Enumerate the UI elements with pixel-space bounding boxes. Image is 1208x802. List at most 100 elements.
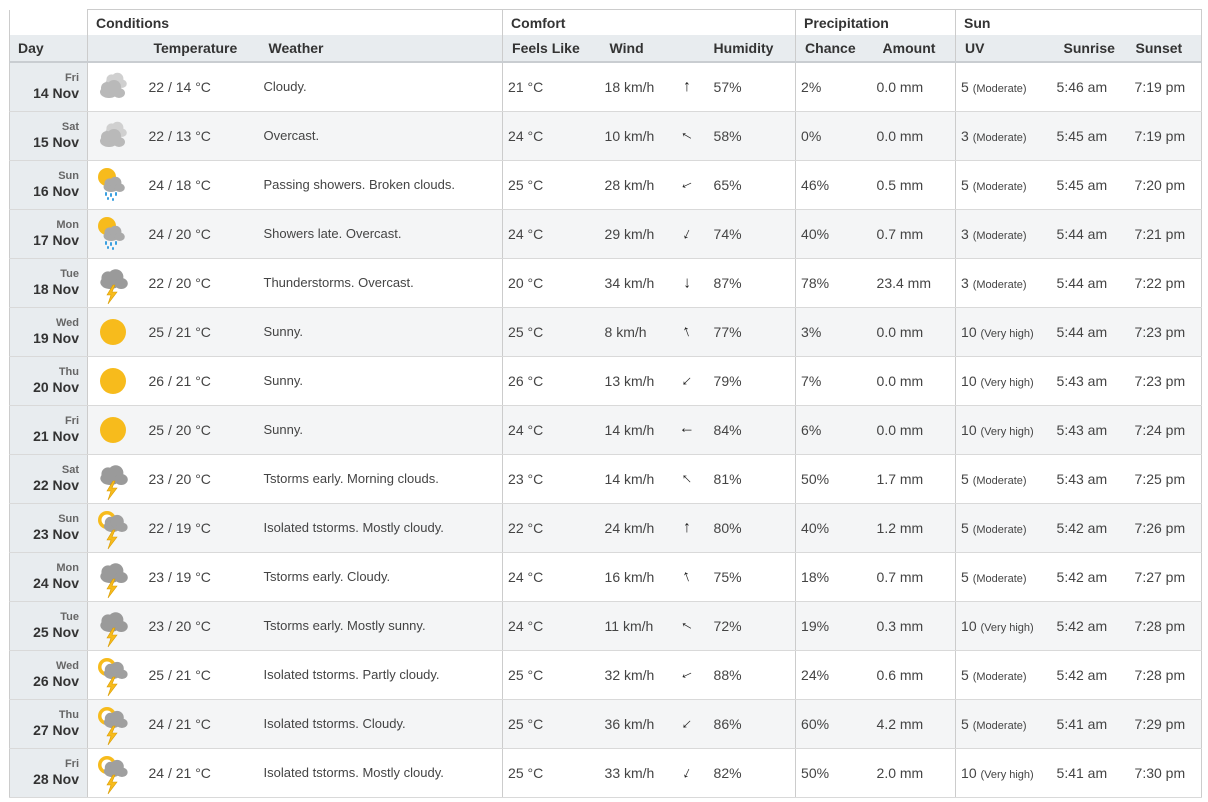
forecast-row[interactable]: Wed 26 Nov 25 / 21 °C Isolated tstorms. … [9, 650, 1203, 700]
sunset-cell: 7:27 pm [1128, 552, 1203, 602]
weather-icon-cell [87, 209, 143, 259]
sunrise-cell: 5:44 am [1049, 209, 1129, 259]
column-header-chance[interactable]: Chance [795, 35, 875, 63]
feels-like-cell: 20 °C [502, 258, 601, 308]
humidity-cell: 86% [701, 699, 796, 749]
wind-speed-cell: 33 km/h [600, 748, 673, 798]
humidity-cell: 88% [701, 650, 796, 700]
column-header-amount[interactable]: Amount [874, 35, 956, 63]
column-header-sunset[interactable]: Sunset [1128, 35, 1203, 63]
column-header-uv[interactable]: UV [955, 35, 1050, 63]
uv-index: 5 [961, 715, 969, 732]
uv-index: 10 [961, 421, 977, 438]
wind-direction-arrow-icon: ↑ [677, 127, 696, 143]
temperature-cell: 24 / 20 °C [142, 209, 258, 259]
forecast-row[interactable]: Thu 20 Nov 26 / 21 °C Sunny. 26 °C 13 km… [9, 356, 1203, 406]
uv-cell: 5 (Moderate) [955, 552, 1050, 602]
column-header-sunrise[interactable]: Sunrise [1049, 35, 1129, 63]
temperature-cell: 23 / 20 °C [142, 454, 258, 504]
feels-like-cell: 25 °C [502, 307, 601, 357]
wind-direction-arrow-icon: ↑ [683, 274, 692, 292]
forecast-row[interactable]: Sun 23 Nov 22 / 19 °C Isolated tstorms. … [9, 503, 1203, 553]
group-header-day-spacer [9, 9, 88, 35]
temperature-cell: 26 / 21 °C [142, 356, 258, 406]
precip-amount-cell: 0.0 mm [874, 405, 956, 455]
day-cell: Wed 19 Nov [9, 307, 88, 357]
group-header-precipitation: Precipitation [795, 9, 956, 35]
precip-chance-cell: 3% [795, 307, 875, 357]
wind-direction-cell: ↑ [672, 699, 702, 749]
column-header-temperature[interactable]: Temperature [142, 35, 258, 63]
precip-chance-cell: 50% [795, 454, 875, 504]
uv-index: 3 [961, 127, 969, 144]
precip-amount-cell: 0.0 mm [874, 111, 956, 161]
forecast-row[interactable]: Mon 24 Nov 23 / 19 °C Tstorms early. Clo… [9, 552, 1203, 602]
uv-cell: 10 (Very high) [955, 601, 1050, 651]
forecast-row[interactable]: Mon 17 Nov 24 / 20 °C Showers late. Over… [9, 209, 1203, 259]
feels-like-cell: 22 °C [502, 503, 601, 553]
cloudy-icon [100, 121, 127, 147]
uv-index: 5 [961, 568, 969, 585]
precip-amount-cell: 0.0 mm [874, 62, 956, 112]
sun-icon [100, 416, 126, 443]
uv-label: (Moderate) [972, 474, 1027, 487]
column-header-wind[interactable]: Wind [600, 35, 673, 63]
precip-amount-cell: 1.7 mm [874, 454, 956, 504]
uv-index: 3 [961, 274, 969, 291]
feels-like-cell: 26 °C [502, 356, 601, 406]
forecast-row[interactable]: Thu 27 Nov 24 / 21 °C Isolated tstorms. … [9, 699, 1203, 749]
temperature-cell: 22 / 19 °C [142, 503, 258, 553]
wind-direction-arrow-icon: ↑ [677, 469, 696, 487]
column-header-weather[interactable]: Weather [257, 35, 503, 63]
wind-direction-cell: ↑ [672, 258, 702, 308]
thunderstorm-icon [100, 464, 128, 500]
precip-chance-cell: 24% [795, 650, 875, 700]
forecast-row[interactable]: Tue 18 Nov 22 / 20 °C Thunderstorms. Ove… [9, 258, 1203, 308]
precip-chance-cell: 78% [795, 258, 875, 308]
column-header-humidity[interactable]: Humidity [701, 35, 796, 63]
forecast-row[interactable]: Tue 25 Nov 23 / 20 °C Tstorms early. Mos… [9, 601, 1203, 651]
precip-amount-cell: 0.7 mm [874, 209, 956, 259]
weekday-label: Sun [58, 170, 79, 182]
temperature-cell: 23 / 20 °C [142, 601, 258, 651]
wind-speed-cell: 29 km/h [600, 209, 673, 259]
forecast-row[interactable]: Fri 21 Nov 25 / 20 °C Sunny. 24 °C 14 km… [9, 405, 1203, 455]
day-cell: Sat 22 Nov [9, 454, 88, 504]
uv-label: (Very high) [980, 768, 1034, 781]
forecast-row[interactable]: Sat 15 Nov 22 / 13 °C Overcast. 24 °C 10… [9, 111, 1203, 161]
feels-like-cell: 21 °C [502, 62, 601, 112]
temperature-cell: 25 / 21 °C [142, 307, 258, 357]
humidity-cell: 65% [701, 160, 796, 210]
temperature-cell: 22 / 14 °C [142, 62, 258, 112]
forecast-row[interactable]: Fri 14 Nov 22 / 14 °C Cloudy. 21 °C 18 k… [9, 62, 1203, 112]
sunrise-cell: 5:45 am [1049, 160, 1129, 210]
forecast-row[interactable]: Sat 22 Nov 23 / 20 °C Tstorms early. Mor… [9, 454, 1203, 504]
precip-chance-cell: 40% [795, 503, 875, 553]
sunrise-cell: 5:44 am [1049, 258, 1129, 308]
weather-icon-cell [87, 307, 143, 357]
uv-cell: 10 (Very high) [955, 405, 1050, 455]
sunset-cell: 7:30 pm [1128, 748, 1203, 798]
uv-index: 3 [961, 225, 969, 242]
date-label: 27 Nov [33, 722, 79, 738]
forecast-row[interactable]: Wed 19 Nov 25 / 21 °C Sunny. 25 °C 8 km/… [9, 307, 1203, 357]
uv-index: 10 [961, 764, 977, 781]
cloudy-icon [100, 72, 127, 98]
weather-icon-cell [87, 503, 143, 553]
date-label: 28 Nov [33, 771, 79, 787]
uv-cell: 3 (Moderate) [955, 209, 1050, 259]
weekday-label: Sat [61, 121, 79, 133]
wind-direction-arrow-icon: ↑ [683, 518, 692, 536]
column-header-feels-like[interactable]: Feels Like [502, 35, 601, 63]
column-header-day[interactable]: Day [9, 35, 88, 63]
weather-icon-cell [87, 699, 143, 749]
forecast-row[interactable]: Fri 28 Nov 24 / 21 °C Isolated tstorms. … [9, 748, 1203, 798]
forecast-row[interactable]: Sun 16 Nov 24 / 18 °C Passing showers. B… [9, 160, 1203, 210]
day-cell: Thu 20 Nov [9, 356, 88, 406]
date-label: 21 Nov [33, 428, 79, 444]
precip-amount-cell: 0.6 mm [874, 650, 956, 700]
temperature-cell: 22 / 20 °C [142, 258, 258, 308]
temperature-cell: 22 / 13 °C [142, 111, 258, 161]
sunset-cell: 7:29 pm [1128, 699, 1203, 749]
wind-direction-cell: ↑ [672, 748, 702, 798]
